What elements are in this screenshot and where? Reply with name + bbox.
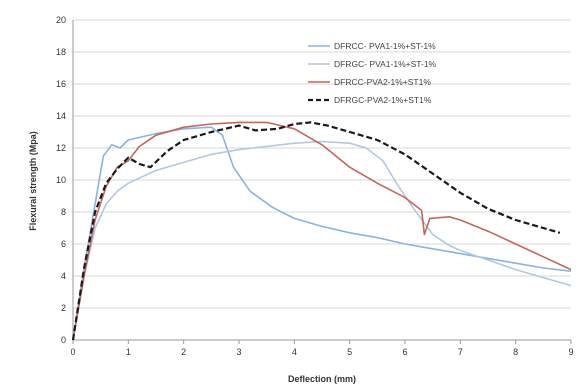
legend-entry-2: DFRGC- PVA1-1%+ST-1%	[334, 59, 437, 69]
legend-entry-3: DFRCC-PVA2-1%+ST1%	[334, 77, 431, 87]
y-tick-label: 18	[56, 47, 66, 57]
x-tick-label: 2	[181, 347, 186, 357]
y-tick-label: 8	[61, 207, 66, 217]
x-tick-label: 9	[568, 347, 573, 357]
x-tick-label: 0	[70, 347, 75, 357]
y-tick-label: 0	[61, 335, 66, 345]
y-axis-label: Flexural strength (Mpa)	[28, 131, 38, 231]
x-tick-label: 8	[513, 347, 518, 357]
y-tick-label: 10	[56, 175, 66, 185]
legend-entry-4: DFRGC-PVA2-1%+ST1%	[334, 95, 432, 105]
series-lines	[71, 121, 572, 341]
x-tick-label: 1	[126, 347, 131, 357]
y-tick-label: 14	[56, 111, 66, 121]
legend: DFRCC- PVA1-1%+ST-1% DFRGC- PVA1-1%+ST-1%…	[308, 41, 437, 105]
y-tick-label: 6	[61, 239, 66, 249]
y-tick-label: 2	[61, 303, 66, 313]
y-tick-label: 20	[56, 15, 66, 25]
series-line-4	[71, 121, 561, 341]
x-tick-label: 3	[236, 347, 241, 357]
x-tick-label: 5	[347, 347, 352, 357]
y-tick-label: 16	[56, 79, 66, 89]
x-tick-labels: 0 1 2 3 4 5 6 7 8 9	[70, 347, 573, 357]
y-tick-labels: 0 2 4 6 8 10 12 14 16 18 20	[56, 15, 66, 345]
legend-entry-1: DFRCC- PVA1-1%+ST-1%	[334, 41, 436, 51]
x-tick-label: 6	[402, 347, 407, 357]
y-tick-label: 12	[56, 143, 66, 153]
x-tick-label: 4	[292, 347, 297, 357]
y-tick-label: 4	[61, 271, 66, 281]
x-tick-label: 7	[458, 347, 463, 357]
grid-lines	[73, 19, 571, 309]
x-axis-label: Deflection (mm)	[288, 374, 356, 384]
series-line-1	[72, 126, 572, 341]
series-line-2	[72, 140, 572, 341]
axes	[72, 20, 572, 344]
